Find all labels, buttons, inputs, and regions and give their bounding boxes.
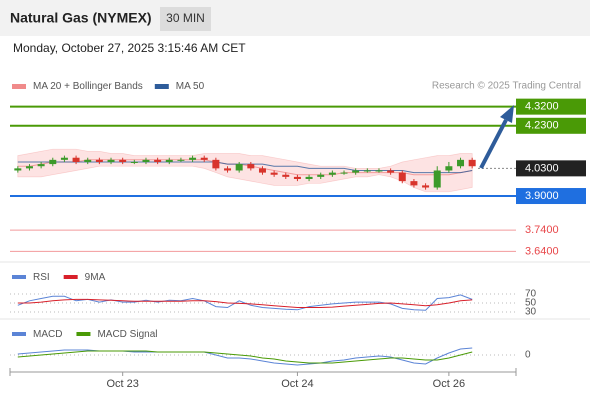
last-price-box — [516, 160, 586, 177]
candle-body — [235, 164, 243, 171]
candle-body — [119, 159, 127, 162]
legend-label: MA 50 — [176, 81, 205, 92]
timestamp: Monday, October 27, 2025 3:15:46 AM CET — [13, 41, 246, 55]
legend-label: MA 20 + Bollinger Bands — [33, 81, 143, 92]
candle-body — [410, 181, 418, 186]
y-tick-label: 0 — [525, 350, 531, 361]
candle-body — [14, 168, 22, 171]
candle-body — [422, 185, 430, 188]
credit: Research © 2025 Trading Central — [432, 81, 581, 92]
candle-body — [200, 157, 208, 160]
legend-label: MACD — [33, 329, 62, 340]
candle-body — [258, 168, 266, 173]
y-tick-label: 70 — [525, 289, 537, 300]
candle-body — [445, 166, 453, 171]
candle-body — [154, 159, 162, 162]
candle-body — [95, 159, 103, 162]
candle-body — [317, 174, 325, 177]
candle-body — [293, 176, 301, 179]
legend-swatch — [12, 275, 26, 279]
legend-label: 9MA — [85, 272, 106, 283]
timeframe-label[interactable]: 30 MIN — [166, 11, 205, 25]
candle-body — [165, 159, 173, 162]
legend-label: RSI — [33, 272, 50, 283]
level-label-box — [516, 117, 586, 134]
candle-body — [189, 157, 197, 160]
candle-body — [177, 159, 185, 161]
legend-label: MACD Signal — [97, 329, 157, 340]
indicator-line — [17, 294, 473, 311]
candle-body — [305, 176, 313, 179]
candle-body — [433, 170, 441, 188]
x-tick-label: Oct 24 — [281, 378, 313, 390]
candle-body — [212, 159, 220, 169]
candle-body — [340, 172, 348, 174]
candle-body — [25, 166, 33, 169]
level-label: 4.3200 — [525, 101, 559, 113]
candle-body — [107, 159, 115, 162]
indicator-line — [17, 350, 473, 364]
header-bar — [0, 0, 590, 36]
instrument-title: Natural Gas (NYMEX) — [10, 10, 152, 26]
candle-body — [130, 161, 138, 163]
y-tick-label: 30 — [525, 307, 537, 318]
candle-body — [72, 157, 80, 162]
legend-swatch — [63, 275, 78, 279]
candle-body — [387, 170, 395, 173]
candle-body — [375, 170, 383, 172]
legend-swatch — [76, 332, 91, 336]
level-label-box — [516, 188, 586, 205]
candle-body — [328, 172, 336, 175]
level-label: 4.2300 — [525, 120, 559, 132]
candle-body — [457, 159, 465, 167]
indicator-line — [17, 347, 473, 366]
level-label: 3.7400 — [525, 224, 559, 236]
indicator-line — [17, 298, 473, 308]
x-tick-label: Oct 26 — [433, 378, 465, 390]
legend-swatch — [154, 84, 169, 89]
candle-body — [60, 157, 68, 160]
candle-body — [142, 159, 150, 162]
level-label: 3.9000 — [525, 190, 559, 202]
candle-body — [468, 159, 476, 167]
legend-swatch — [12, 332, 26, 336]
last-price-label: 4.0300 — [525, 162, 559, 174]
candle-body — [37, 164, 45, 167]
forecast-arrow-head — [500, 105, 514, 123]
candle-body — [352, 170, 360, 173]
candle-body — [84, 159, 92, 162]
level-label: 3.6400 — [525, 245, 559, 257]
moving-average — [17, 159, 473, 176]
level-label-box — [516, 98, 586, 115]
candle-body — [49, 159, 57, 165]
candle-body — [224, 168, 232, 171]
candle-body — [247, 164, 255, 169]
moving-average — [17, 161, 473, 174]
timeframe-badge[interactable] — [160, 7, 211, 31]
candle-body — [282, 174, 290, 177]
x-tick-label: Oct 23 — [106, 378, 138, 390]
legend-swatch — [12, 84, 26, 89]
candle-body — [363, 170, 371, 172]
y-tick-label: 50 — [525, 298, 537, 309]
forecast-arrow — [479, 119, 508, 169]
candle-body — [270, 172, 278, 175]
candle-body — [398, 172, 406, 182]
plot-layer: 4.3200 4.2300 3.9000 3.7400 3.6400 4.0300 MA 2… — [9, 81, 586, 390]
